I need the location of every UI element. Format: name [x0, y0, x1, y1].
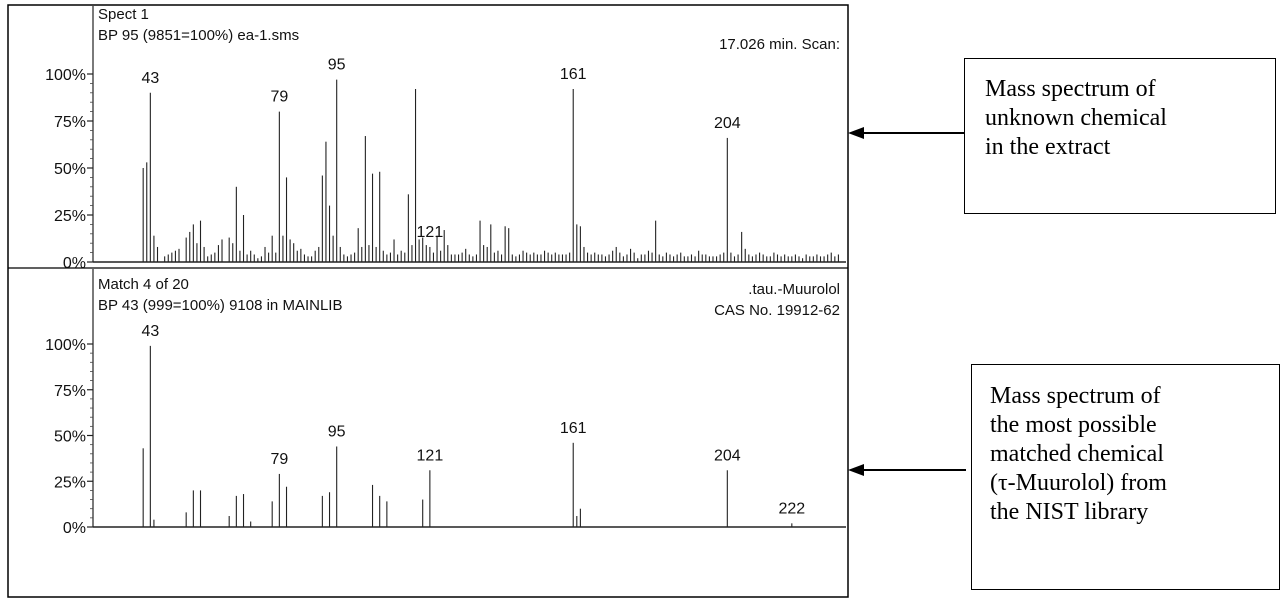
callout-matched-spectrum: Mass spectrum of the most possible match… [971, 364, 1280, 590]
callout-line: Mass spectrum of [990, 382, 1279, 411]
panel-header-right-line: 17.026 min. Scan: [719, 36, 840, 53]
panel-header-line: Match 4 of 20 [98, 276, 189, 293]
y-tick-label: 50% [54, 429, 86, 446]
peak-label-121: 121 [417, 224, 444, 241]
panel-header-right-line: CAS No. 19912-62 [714, 302, 840, 319]
y-tick-label: 0% [63, 520, 86, 537]
arrow-bottom [848, 464, 966, 476]
unknown-spectrum-panel: Spect 1 BP 95 (9851=100%) ea-1.sms 17.026 … [45, 6, 846, 272]
callout-line: unknown chemical [985, 104, 1275, 133]
callout-line: matched chemical [990, 440, 1279, 469]
peak-label-95: 95 [328, 57, 346, 74]
y-tick-label: 100% [45, 67, 86, 84]
y-tick-label: 25% [54, 474, 86, 491]
peak-label-161: 161 [560, 420, 587, 437]
library-match-spectrum-panel: Match 4 of 20 BP 43 (999=100%) 9108 in MA… [45, 269, 846, 537]
peak-label-95: 95 [328, 423, 346, 440]
callout-line: (τ-Muurolol) from [990, 469, 1279, 498]
peak-label-43: 43 [141, 323, 159, 340]
y-tick-label: 100% [45, 337, 86, 354]
y-tick-label: 75% [54, 114, 86, 131]
y-tick-label: 50% [54, 161, 86, 178]
panel-header-line: BP 43 (999=100%) 9108 in MAINLIB [98, 297, 342, 314]
panel-header-line: BP 95 (9851=100%) ea-1.sms [98, 27, 299, 44]
callout-line: in the extract [985, 133, 1275, 162]
panel-header-line: Spect 1 [98, 6, 149, 23]
callout-line: the most possible [990, 411, 1279, 440]
y-tick-label: 25% [54, 208, 86, 225]
peak-label-204: 204 [714, 447, 741, 464]
peak-label-43: 43 [141, 70, 159, 87]
peak-label-161: 161 [560, 66, 587, 83]
peak-label-222: 222 [778, 500, 805, 517]
y-tick-label: 75% [54, 383, 86, 400]
panel-header-right-line: .tau.-Muurolol [748, 281, 840, 298]
callout-unknown-spectrum: Mass spectrum of unknown chemical in the… [964, 58, 1276, 214]
callout-line: the NIST library [990, 498, 1279, 527]
peak-label-121: 121 [417, 447, 444, 464]
y-tick-label: 0% [63, 255, 86, 272]
arrow-top [848, 127, 965, 139]
peak-label-79: 79 [270, 89, 288, 106]
callout-line: Mass spectrum of [985, 75, 1275, 104]
peak-label-204: 204 [714, 115, 741, 132]
peak-label-79: 79 [270, 451, 288, 468]
